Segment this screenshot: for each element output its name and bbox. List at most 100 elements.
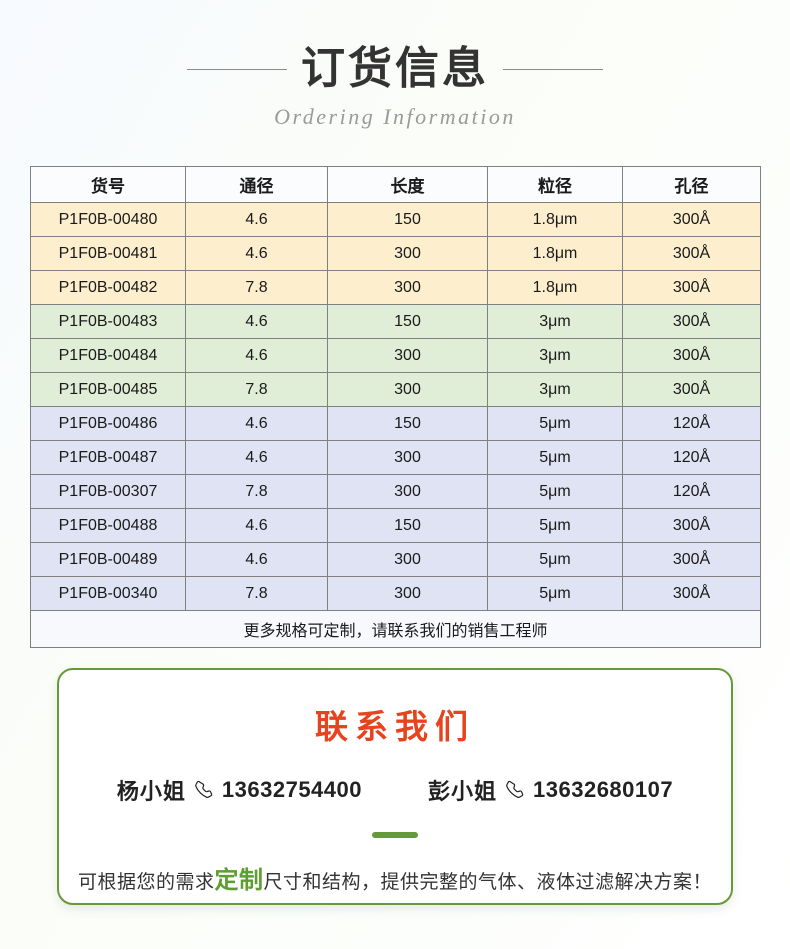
cell-diameter: 4.6 [185, 406, 328, 442]
cell-particle-size: 5μm [487, 576, 623, 612]
cell-length: 300 [327, 338, 488, 374]
cell-diameter: 4.6 [185, 440, 328, 476]
cell-part-number: P1F0B-00340 [30, 576, 186, 612]
cell-part-number: P1F0B-00488 [30, 508, 186, 544]
contact-name: 杨小姐 [116, 779, 186, 804]
cell-diameter: 4.6 [185, 508, 328, 544]
cell-particle-size: 1.8μm [487, 202, 623, 238]
cell-pore-size: 300Å [622, 542, 761, 578]
cell-diameter: 4.6 [185, 202, 328, 238]
cell-diameter: 7.8 [185, 576, 328, 612]
cell-length: 300 [327, 474, 488, 510]
cell-length: 300 [327, 372, 488, 408]
table-row: P1F0B-00487 4.6 300 5μm 120Å [30, 440, 761, 476]
cell-particle-size: 1.8μm [487, 236, 623, 272]
cell-diameter: 7.8 [185, 372, 328, 408]
table-row: P1F0B-00489 4.6 300 5μm 300Å [30, 542, 761, 578]
contact-name: 彭小姐 [428, 779, 498, 804]
title-row: 订货信息 [0, 44, 790, 93]
cell-part-number: P1F0B-00484 [30, 338, 186, 374]
cell-length: 150 [327, 406, 488, 442]
title-rule-right-icon [503, 68, 603, 70]
cell-particle-size: 1.8μm [487, 270, 623, 306]
cell-part-number: P1F0B-00487 [30, 440, 186, 476]
cell-pore-size: 300Å [622, 270, 761, 306]
footnote-highlight-text: 定制 [214, 867, 264, 894]
spec-table-wrap: 货号 通径 长度 粒径 孔径 P1F0B-00480 4.6 150 1.8μm 300… [30, 166, 761, 649]
cell-length: 150 [327, 202, 488, 238]
column-header-diameter: 通径 [185, 166, 328, 204]
divider-bar [372, 832, 418, 838]
cell-pore-size: 300Å [622, 508, 761, 544]
cell-part-number: P1F0B-00486 [30, 406, 186, 442]
cell-length: 150 [327, 304, 488, 340]
table-row: P1F0B-00482 7.8 300 1.8μm 300Å [30, 270, 761, 306]
cell-particle-size: 3μm [487, 372, 623, 408]
table-row: P1F0B-00340 7.8 300 5μm 300Å [30, 576, 761, 612]
cell-part-number: P1F0B-00483 [30, 304, 186, 340]
footnote-pre-text: 可根据您的需求 [77, 872, 215, 893]
phone-icon [193, 779, 215, 801]
cell-diameter: 4.6 [185, 236, 328, 272]
cell-part-number: P1F0B-00481 [30, 236, 186, 272]
cell-pore-size: 300Å [622, 338, 761, 374]
cell-particle-size: 5μm [487, 406, 623, 442]
table-row: P1F0B-00485 7.8 300 3μm 300Å [30, 372, 761, 408]
cell-diameter: 4.6 [185, 304, 328, 340]
cell-pore-size: 120Å [622, 406, 761, 442]
contact-list: 杨小姐 13632754400 彭小姐 13632680107 [59, 774, 731, 806]
title-rule-left-icon [187, 68, 287, 70]
table-row: P1F0B-00480 4.6 150 1.8μm 300Å [30, 202, 761, 238]
table-row: P1F0B-00483 4.6 150 3μm 300Å [30, 304, 761, 340]
contact-phone[interactable]: 13632680107 [533, 777, 674, 802]
footnote-post-text: 尺寸和结构，提供完整的气体、液体过滤解决方案！ [263, 872, 713, 893]
table-header-row: 货号 通径 长度 粒径 孔径 [30, 166, 761, 204]
table-note-text: 更多规格可定制，请联系我们的销售工程师 [30, 610, 761, 649]
table-row: P1F0B-00307 7.8 300 5μm 120Å [30, 474, 761, 510]
cell-particle-size: 5μm [487, 474, 623, 510]
cell-part-number: P1F0B-00485 [30, 372, 186, 408]
column-header-particle-size: 粒径 [487, 166, 623, 204]
table-row: P1F0B-00486 4.6 150 5μm 120Å [30, 406, 761, 442]
table-row: P1F0B-00488 4.6 150 5μm 300Å [30, 508, 761, 544]
contact-item: 杨小姐 13632754400 [117, 774, 362, 806]
cell-length: 300 [327, 542, 488, 578]
cell-pore-size: 300Å [622, 236, 761, 272]
cell-particle-size: 3μm [487, 304, 623, 340]
cell-part-number: P1F0B-00480 [30, 202, 186, 238]
table-row: P1F0B-00484 4.6 300 3μm 300Å [30, 338, 761, 374]
table-note-row: 更多规格可定制，请联系我们的销售工程师 [30, 610, 761, 649]
page-subtitle: Ordering Information [274, 104, 516, 130]
cell-diameter: 4.6 [185, 542, 328, 578]
spec-table-body: P1F0B-00480 4.6 150 1.8μm 300Å P1F0B-00481 4.6… [30, 202, 761, 649]
contact-item: 彭小姐 13632680107 [428, 774, 673, 806]
cell-length: 300 [327, 270, 488, 306]
cell-particle-size: 5μm [487, 508, 623, 544]
cell-part-number: P1F0B-00489 [30, 542, 186, 578]
spec-table: 货号 通径 长度 粒径 孔径 P1F0B-00480 4.6 150 1.8μm 300… [30, 166, 761, 649]
cell-particle-size: 5μm [487, 440, 623, 476]
cell-length: 150 [327, 508, 488, 544]
spec-table-head: 货号 通径 长度 粒径 孔径 [30, 166, 761, 204]
cell-length: 300 [327, 576, 488, 612]
cell-pore-size: 300Å [622, 202, 761, 238]
page-title: 订货信息 [301, 44, 489, 93]
column-header-pore-size: 孔径 [622, 166, 761, 204]
cell-length: 300 [327, 236, 488, 272]
column-header-length: 长度 [327, 166, 488, 204]
cell-particle-size: 5μm [487, 542, 623, 578]
cell-part-number: P1F0B-00482 [30, 270, 186, 306]
cell-diameter: 7.8 [185, 270, 328, 306]
phone-icon [504, 779, 526, 801]
contact-title: 联系我们 [315, 708, 475, 745]
contact-phone[interactable]: 13632754400 [221, 777, 362, 802]
cell-pore-size: 300Å [622, 304, 761, 340]
cell-diameter: 7.8 [185, 474, 328, 510]
cell-length: 300 [327, 440, 488, 476]
column-header-part-number: 货号 [30, 166, 186, 204]
page-header: 订货信息 Ordering Information [0, 0, 790, 130]
cell-particle-size: 3μm [487, 338, 623, 374]
cell-pore-size: 300Å [622, 576, 761, 612]
cell-pore-size: 120Å [622, 440, 761, 476]
